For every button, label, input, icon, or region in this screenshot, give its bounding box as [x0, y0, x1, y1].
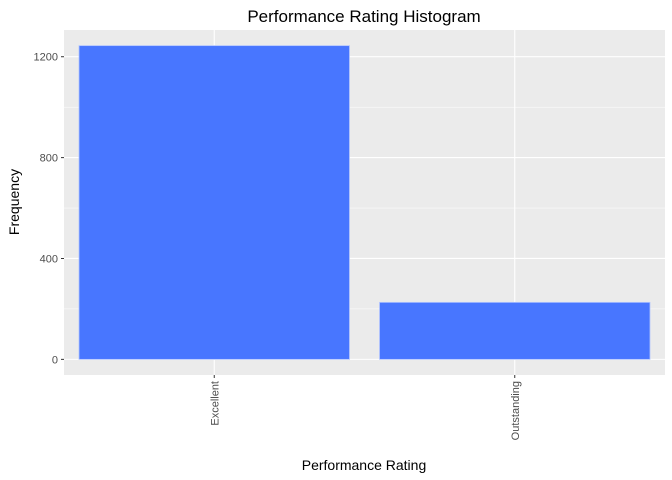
- y-axis: 0 400 800 1200: [34, 52, 64, 366]
- y-tick-label: 800: [40, 153, 58, 165]
- bars: [78, 45, 651, 360]
- bar-excellent: [78, 45, 350, 360]
- y-axis-title: Frequency: [6, 169, 22, 235]
- x-axis-title: Performance Rating: [302, 457, 427, 473]
- y-tick-label: 1200: [34, 52, 58, 64]
- x-axis: Excellent Outstanding: [209, 375, 522, 440]
- y-tick-label: 0: [52, 354, 58, 366]
- chart-title: Performance Rating Histogram: [247, 7, 480, 26]
- bar-outstanding: [379, 301, 651, 360]
- y-tick-label: 400: [40, 253, 58, 265]
- x-tick-label: Outstanding: [510, 381, 522, 440]
- x-tick-label: Excellent: [209, 381, 221, 426]
